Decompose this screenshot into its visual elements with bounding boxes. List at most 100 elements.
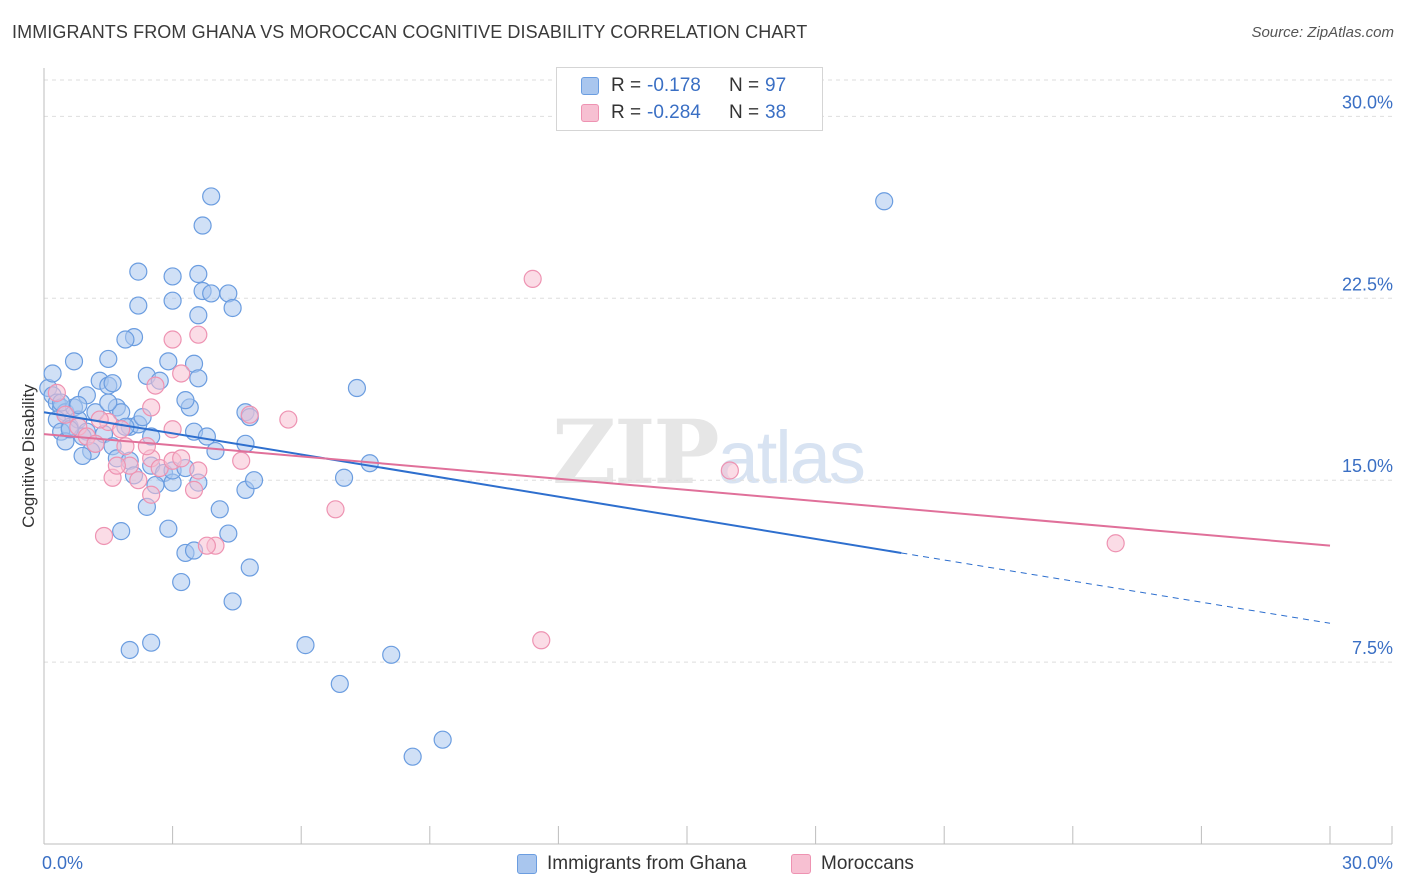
point-moroccans [279,410,298,429]
point-ghana [112,522,131,541]
point-moroccans [532,631,551,650]
legend-n-label: N = [729,102,760,123]
bottom-legend-ghana: Immigrants from Ghana [517,852,747,876]
point-ghana [189,264,208,284]
trendline-extension-ghana [901,552,1331,624]
point-moroccans [232,451,251,470]
point-ghana [159,352,178,371]
point-moroccans [107,456,126,475]
point-ghana [172,572,191,592]
bottom-legend-swatch-ghana [517,854,537,874]
point-ghana [223,592,242,611]
point-ghana [176,391,195,410]
point-ghana [202,187,221,206]
legend-r-value: -0.284 [647,102,701,123]
point-moroccans [94,526,114,546]
legend-n-value: 97 [765,75,787,96]
point-ghana [163,291,182,310]
y-axis-label: Cognitive Disability [19,384,38,528]
legend-swatch-moroccans [581,104,599,122]
point-ghana [296,636,315,655]
point-moroccans [129,471,148,490]
watermark-atlas: atlas [717,416,866,499]
series-moroccans [47,269,1125,650]
point-ghana [433,730,452,749]
point-moroccans [172,449,191,468]
x-tick-label-min: 0.0% [42,853,83,873]
point-moroccans [172,364,191,383]
trendline-moroccans [43,433,1331,547]
series-ghana [39,187,894,766]
point-ghana [73,446,92,466]
y-tick-label: 7.5% [1352,638,1393,658]
bottom-legend-label-moroccans: Moroccans [821,853,914,874]
x-tick-label-max: 30.0% [1342,853,1393,873]
point-ghana [142,633,161,652]
point-ghana [382,645,401,664]
point-moroccans [146,376,165,395]
point-ghana [210,500,229,519]
point-moroccans [720,461,739,480]
point-ghana [202,284,221,303]
legend-row-moroccans: R = -0.284 N = 38 [581,101,786,125]
stats-legend: R = -0.178 N = 97 R = -0.284 N = 38 [556,67,823,131]
watermark: ZIPatlas [552,400,866,504]
bottom-legend-label-ghana: Immigrants from Ghana [547,853,747,874]
trendline-ghana [43,411,902,554]
point-ghana [103,374,122,393]
point-ghana [197,427,216,446]
bottom-legend-moroccans: Moroccans [791,852,914,876]
point-ghana [403,747,422,766]
point-ghana [43,364,62,383]
point-ghana [334,468,354,487]
point-ghana [159,519,178,538]
point-moroccans [189,461,208,480]
point-ghana [189,306,208,325]
point-moroccans [1106,534,1125,553]
point-moroccans [184,480,204,499]
watermark-zip: ZIP [552,400,720,504]
legend-r-value: -0.178 [647,75,701,96]
point-ghana [206,441,225,461]
point-moroccans [163,330,182,349]
point-ghana [99,393,118,412]
legend-n-value: 38 [765,102,787,123]
point-moroccans [240,405,259,424]
point-moroccans [189,325,208,344]
point-moroccans [197,536,216,555]
source-label: Source: ZipAtlas.com [1251,24,1394,41]
chart-title: IMMIGRANTS FROM GHANA VS MOROCCAN COGNIT… [12,22,808,42]
legend-n-label: N = [729,75,760,96]
point-ghana [330,674,349,694]
legend-r-label: R = [611,75,642,96]
point-ghana [193,216,212,235]
point-ghana [163,267,182,286]
y-tick-label: 22.5% [1342,274,1393,294]
bottom-legend-swatch-moroccans [791,854,811,874]
point-ghana [64,352,84,371]
point-moroccans [142,485,161,504]
point-ghana [347,378,367,398]
point-ghana [240,558,259,577]
legend-r-label: R = [611,102,642,123]
point-ghana [223,298,242,318]
point-ghana [129,296,148,315]
legend-row-ghana: R = -0.178 N = 97 [581,74,786,98]
point-ghana [69,395,88,415]
point-moroccans [47,383,66,402]
point-ghana [99,349,118,369]
point-ghana [120,640,139,660]
point-ghana [129,262,148,281]
point-moroccans [523,269,542,288]
point-ghana [116,330,135,349]
y-tick-label: 30.0% [1342,92,1393,112]
point-ghana [244,471,264,490]
point-ghana [875,192,894,211]
y-tick-label: 15.0% [1342,456,1393,476]
point-ghana [189,369,208,388]
point-moroccans [326,500,345,519]
legend-swatch-ghana [581,77,599,95]
point-ghana [219,524,238,543]
point-moroccans [142,398,161,417]
